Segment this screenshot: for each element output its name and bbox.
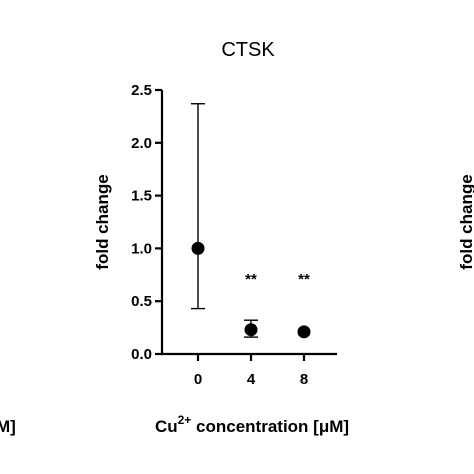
right-panel-ylabel-fragment: fold change — [457, 174, 474, 269]
x-axis-label-superscript: 2+ — [178, 413, 192, 427]
x-tick-label: 4 — [247, 371, 256, 388]
y-tick-label: 1.5 — [131, 188, 152, 205]
x-tick-label: 0 — [194, 371, 202, 388]
y-tick-label: 1.0 — [131, 240, 152, 257]
left-panel-label-fragment: M] — [0, 417, 16, 436]
significance-marker: ** — [298, 271, 310, 288]
y-ticks: 0.0 0.5 1.0 1.5 2.0 2.5 — [131, 82, 162, 363]
x-axis-label-base: Cu — [155, 417, 178, 436]
y-tick-label: 2.0 — [131, 135, 152, 152]
data-point — [191, 241, 205, 255]
x-ticks: 0 4 8 — [194, 354, 308, 388]
data-points: ** ** — [191, 103, 311, 339]
significance-marker: ** — [245, 271, 257, 288]
x-axis-label-rest: concentration [μM] — [191, 417, 349, 436]
chart-title: CTSK — [221, 39, 275, 61]
data-point — [244, 323, 258, 337]
y-tick-label: 2.5 — [131, 82, 152, 99]
data-point — [297, 325, 311, 339]
x-axis-label: Cu2+ concentration [μM] — [155, 413, 349, 436]
y-axis-label: fold change — [93, 174, 112, 269]
y-tick-label: 0.0 — [131, 346, 152, 363]
x-tick-label: 8 — [300, 371, 308, 388]
y-tick-label: 0.5 — [131, 293, 152, 310]
